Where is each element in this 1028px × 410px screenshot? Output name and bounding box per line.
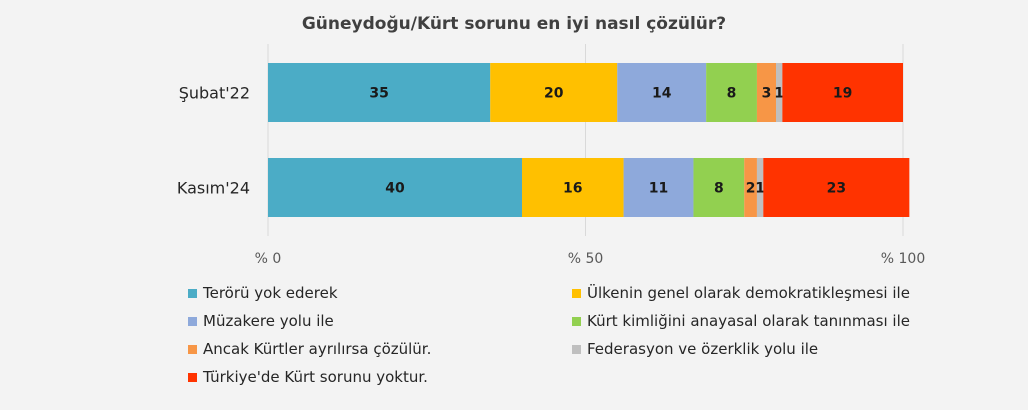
data-label: 1 bbox=[774, 86, 784, 102]
data-label: 11 bbox=[649, 181, 668, 197]
data-label: 16 bbox=[563, 181, 582, 197]
data-label: 2 bbox=[746, 181, 756, 197]
data-label: 8 bbox=[727, 86, 737, 102]
bar-segment bbox=[693, 158, 745, 217]
data-label: 3 bbox=[762, 86, 772, 102]
x-tick-label: % 100 bbox=[881, 251, 925, 267]
bar-segment bbox=[268, 63, 491, 122]
bar-segment bbox=[522, 158, 624, 217]
bar-segment bbox=[782, 63, 903, 122]
bar-segment bbox=[763, 158, 910, 217]
category-label: Şubat'22 bbox=[179, 84, 250, 103]
bar-segment bbox=[268, 158, 522, 217]
x-tick-label: % 50 bbox=[568, 251, 604, 267]
data-label: 19 bbox=[833, 86, 852, 102]
bar-segment bbox=[706, 63, 757, 122]
data-label: 35 bbox=[369, 86, 388, 102]
bar-segment bbox=[623, 158, 694, 217]
data-label: 14 bbox=[652, 86, 672, 102]
bar-segment bbox=[744, 158, 757, 217]
bar-segment bbox=[490, 63, 618, 122]
bar-segment bbox=[776, 63, 783, 122]
bar-segment bbox=[756, 63, 776, 122]
chart-title: Güneydoğu/Kürt sorunu en iyi nasıl çözül… bbox=[301, 14, 727, 34]
category-label: Kasım'24 bbox=[177, 179, 250, 198]
data-label: 1 bbox=[755, 181, 765, 197]
data-label: 20 bbox=[544, 86, 564, 102]
bar-segment bbox=[756, 158, 764, 217]
data-label: 8 bbox=[714, 181, 724, 197]
data-label: 23 bbox=[827, 181, 846, 197]
bar-segment bbox=[617, 63, 707, 122]
x-tick-label: % 0 bbox=[255, 251, 282, 267]
data-label: 40 bbox=[385, 181, 405, 197]
